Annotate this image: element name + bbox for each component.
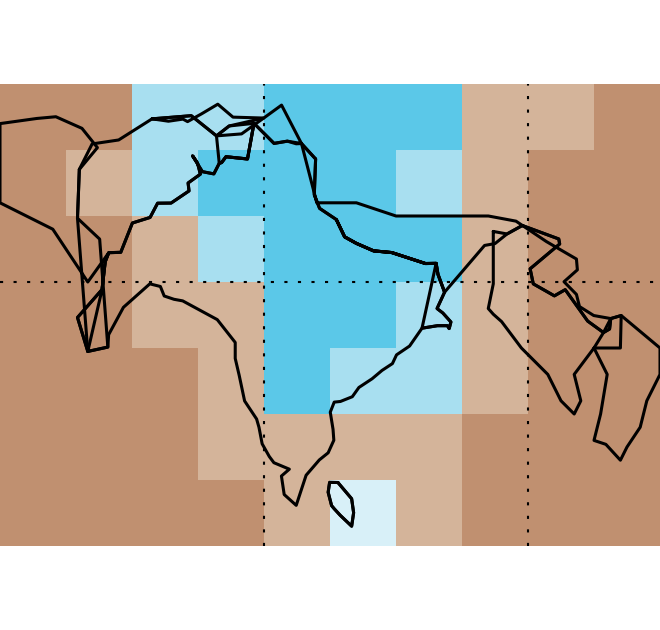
Bar	[594, 480, 660, 546]
Bar	[264, 480, 330, 546]
Bar	[0, 348, 66, 414]
Bar	[66, 348, 132, 414]
Bar	[330, 414, 396, 480]
Bar	[594, 216, 660, 282]
Bar	[462, 84, 528, 150]
Bar	[132, 348, 198, 414]
Bar	[330, 348, 396, 414]
Bar	[594, 414, 660, 480]
Bar	[330, 282, 396, 348]
Bar	[330, 84, 396, 150]
Bar	[198, 216, 264, 282]
Bar	[462, 216, 528, 282]
Bar	[330, 150, 396, 216]
Bar	[264, 348, 330, 414]
Bar	[66, 480, 132, 546]
Bar	[66, 282, 132, 348]
Bar	[528, 480, 594, 546]
Bar	[528, 216, 594, 282]
Bar	[528, 84, 594, 150]
Bar	[528, 348, 594, 414]
Bar	[396, 150, 462, 216]
Bar	[462, 480, 528, 546]
Bar	[0, 150, 66, 216]
Bar	[264, 414, 330, 480]
Bar	[396, 282, 462, 348]
Bar	[198, 480, 264, 546]
Bar	[132, 282, 198, 348]
Bar	[198, 150, 264, 216]
Bar	[594, 84, 660, 150]
Bar	[132, 216, 198, 282]
Bar	[132, 84, 198, 150]
Bar	[528, 414, 594, 480]
Bar	[198, 414, 264, 480]
Bar	[396, 348, 462, 414]
Bar	[594, 282, 660, 348]
Bar	[132, 480, 198, 546]
Bar	[198, 348, 264, 414]
Bar	[198, 282, 264, 348]
Bar	[396, 414, 462, 480]
Bar	[66, 216, 132, 282]
Bar	[396, 216, 462, 282]
Bar	[264, 150, 330, 216]
Bar	[330, 216, 396, 282]
Bar	[132, 150, 198, 216]
Bar	[198, 84, 264, 150]
Bar	[528, 150, 594, 216]
Bar	[132, 414, 198, 480]
Bar	[396, 84, 462, 150]
Bar	[66, 84, 132, 150]
Bar	[264, 282, 330, 348]
Bar	[0, 282, 66, 348]
Bar	[396, 480, 462, 546]
Bar	[264, 84, 330, 150]
Bar	[0, 84, 66, 150]
Bar	[462, 348, 528, 414]
Bar	[594, 348, 660, 414]
Bar	[0, 414, 66, 480]
Bar	[0, 480, 66, 546]
Bar	[264, 216, 330, 282]
Bar	[330, 480, 396, 546]
Bar	[66, 150, 132, 216]
Bar	[462, 414, 528, 480]
Bar	[0, 216, 66, 282]
Bar	[462, 282, 528, 348]
Bar	[66, 414, 132, 480]
Bar	[528, 282, 594, 348]
Bar	[462, 150, 528, 216]
Bar	[594, 150, 660, 216]
